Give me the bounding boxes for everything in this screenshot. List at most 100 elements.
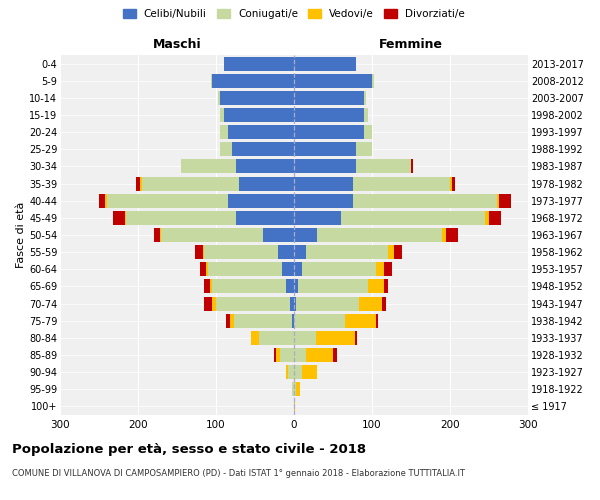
Bar: [278, 245, 294, 259]
Bar: [125, 211, 126, 225]
Bar: [294, 262, 302, 276]
Bar: [136, 176, 140, 190]
Bar: [306, 245, 388, 259]
Bar: [294, 245, 306, 259]
Text: COMUNE DI VILLANOVA DI CAMPOSAMPIERO (PD) - Dati ISTAT 1° gennaio 2018 - Elabora: COMUNE DI VILLANOVA DI CAMPOSAMPIERO (PD…: [12, 469, 465, 478]
Bar: [224, 56, 294, 70]
Bar: [212, 296, 216, 310]
Text: Maschi: Maschi: [152, 38, 202, 52]
Bar: [364, 91, 366, 105]
Bar: [356, 142, 372, 156]
Bar: [224, 108, 294, 122]
Bar: [368, 280, 384, 293]
Bar: [384, 262, 392, 276]
Bar: [204, 296, 212, 310]
Bar: [239, 176, 294, 190]
Bar: [228, 125, 294, 139]
Bar: [232, 142, 294, 156]
Bar: [294, 74, 372, 88]
Bar: [376, 314, 378, 328]
Bar: [294, 348, 306, 362]
Bar: [317, 228, 442, 242]
Bar: [394, 245, 401, 259]
Bar: [226, 314, 230, 328]
Bar: [294, 176, 353, 190]
Bar: [235, 160, 294, 173]
Bar: [286, 280, 294, 293]
Bar: [298, 280, 368, 293]
Bar: [99, 194, 105, 207]
Bar: [296, 382, 300, 396]
Text: Femmine: Femmine: [379, 38, 443, 52]
Bar: [216, 296, 290, 310]
Bar: [497, 194, 499, 207]
Bar: [142, 176, 239, 190]
Bar: [411, 160, 413, 173]
Bar: [294, 142, 356, 156]
Bar: [442, 228, 446, 242]
Bar: [499, 194, 511, 207]
Bar: [294, 91, 364, 105]
Bar: [210, 280, 212, 293]
Bar: [288, 365, 294, 379]
Bar: [294, 228, 317, 242]
Bar: [296, 296, 359, 310]
Bar: [200, 262, 206, 276]
Bar: [274, 348, 276, 362]
Bar: [235, 211, 294, 225]
Bar: [195, 245, 203, 259]
Bar: [228, 194, 294, 207]
Bar: [113, 211, 125, 225]
Bar: [212, 280, 286, 293]
Bar: [294, 382, 296, 396]
Bar: [283, 262, 294, 276]
Legend: Celibi/Nubili, Coniugati/e, Vedovi/e, Divorziati/e: Celibi/Nubili, Coniugati/e, Vedovi/e, Di…: [121, 7, 467, 21]
Bar: [140, 176, 142, 190]
Bar: [263, 228, 294, 242]
Bar: [353, 194, 497, 207]
Bar: [302, 262, 376, 276]
Bar: [364, 108, 368, 122]
Bar: [364, 125, 372, 139]
Bar: [220, 125, 228, 139]
Bar: [294, 365, 302, 379]
Bar: [382, 296, 386, 310]
Bar: [355, 331, 357, 345]
Bar: [294, 211, 341, 225]
Bar: [290, 296, 294, 310]
Bar: [259, 331, 294, 345]
Bar: [230, 314, 234, 328]
Bar: [203, 280, 210, 293]
Bar: [292, 314, 294, 328]
Bar: [294, 108, 364, 122]
Text: Popolazione per età, sesso e stato civile - 2018: Popolazione per età, sesso e stato civil…: [12, 442, 366, 456]
Bar: [280, 348, 294, 362]
Bar: [234, 314, 292, 328]
Bar: [333, 348, 337, 362]
Bar: [294, 194, 353, 207]
Bar: [376, 262, 384, 276]
Bar: [294, 280, 298, 293]
Bar: [372, 74, 374, 88]
Bar: [316, 331, 355, 345]
Bar: [446, 228, 458, 242]
Bar: [353, 176, 450, 190]
Bar: [294, 314, 344, 328]
Bar: [359, 296, 382, 310]
Bar: [127, 211, 235, 225]
Bar: [161, 228, 263, 242]
Bar: [220, 142, 232, 156]
Y-axis label: Fasce di età: Fasce di età: [16, 202, 26, 268]
Bar: [450, 176, 452, 190]
Bar: [306, 348, 333, 362]
Bar: [203, 245, 204, 259]
Bar: [294, 331, 316, 345]
Bar: [388, 245, 394, 259]
Bar: [344, 314, 376, 328]
Bar: [208, 262, 283, 276]
Bar: [220, 91, 294, 105]
Bar: [489, 211, 500, 225]
Bar: [384, 280, 388, 293]
Bar: [292, 382, 294, 396]
Bar: [220, 108, 224, 122]
